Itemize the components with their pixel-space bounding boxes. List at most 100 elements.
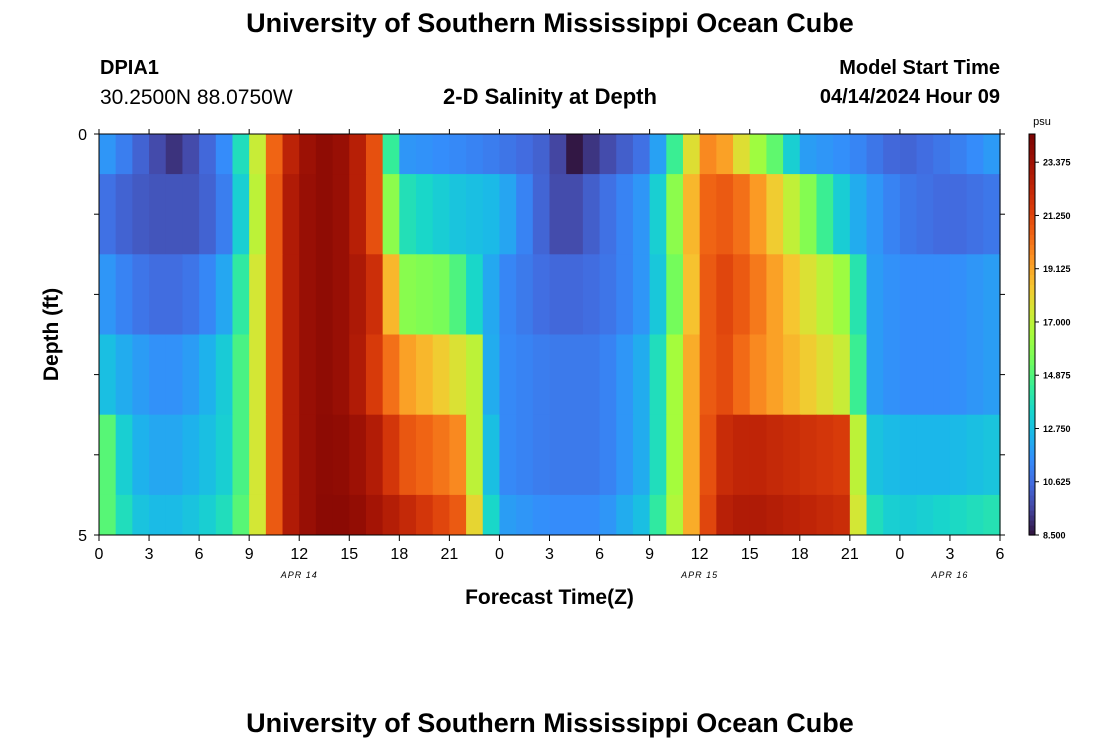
x-tick-label: 15 [340, 546, 358, 563]
heatmap-cell [432, 134, 450, 175]
heatmap-cell [833, 134, 851, 175]
colorbar-tick-label: 12.750 [1043, 424, 1071, 434]
heatmap-cell [566, 134, 584, 175]
heatmap-cell [315, 414, 334, 496]
heatmap-cell [382, 494, 400, 536]
colorbar-segment [1029, 259, 1035, 265]
heatmap-cell [215, 254, 234, 335]
heatmap-cell [916, 254, 934, 335]
heatmap-cell [933, 254, 951, 335]
heatmap-cell [649, 494, 667, 536]
heatmap-cell [516, 254, 534, 335]
heatmap-cell [899, 254, 918, 335]
heatmap-cell [449, 174, 467, 255]
heatmap-cell [666, 494, 684, 536]
heatmap-cell [599, 494, 617, 536]
heatmap-cell [766, 334, 784, 416]
heatmap-cell [215, 414, 234, 496]
heatmap-cell [299, 134, 317, 175]
colorbar-segment [1029, 229, 1035, 235]
heatmap-cell [332, 174, 350, 255]
heatmap-cell [182, 254, 200, 335]
heatmap-cell [516, 134, 534, 175]
heatmap-cell [716, 334, 734, 416]
heatmap-cell [833, 254, 851, 335]
heatmap-cell [566, 254, 584, 335]
x-tick-label: 3 [145, 546, 154, 563]
station-id: DPIA1 [100, 57, 159, 79]
heatmap-cell [265, 254, 284, 335]
x-tick-label: 9 [245, 546, 254, 563]
heatmap-cell [682, 334, 701, 416]
colorbar-segment [1029, 304, 1035, 311]
colorbar-segment [1029, 519, 1035, 526]
heatmap-cell [966, 134, 984, 175]
heatmap-cell [365, 174, 384, 255]
heatmap-cell [849, 414, 868, 496]
heatmap-cell [549, 254, 567, 335]
heatmap-cell [499, 254, 517, 335]
colorbar-segment [1029, 204, 1035, 210]
heatmap-cell [682, 414, 701, 496]
heatmap-cell [265, 334, 284, 416]
heatmap-cell [282, 414, 300, 496]
colorbar-segment [1029, 479, 1035, 486]
heatmap-cell [899, 414, 918, 496]
colorbar-segment [1029, 344, 1035, 351]
heatmap-cell [916, 134, 934, 175]
heatmap-cell [516, 414, 534, 496]
heatmap-cell [149, 494, 167, 536]
heatmap-cell [232, 494, 250, 536]
heatmap-cell [115, 494, 133, 536]
heatmap-cell [699, 254, 717, 335]
heatmap-cell [599, 414, 617, 496]
x-tick-label: 6 [996, 546, 1005, 563]
colorbar-segment [1029, 284, 1035, 290]
heatmap-cell [666, 334, 684, 416]
heatmap-cell [833, 494, 851, 536]
heatmap-cell [382, 334, 400, 416]
heatmap-cell [499, 134, 517, 175]
heatmap-cell [883, 414, 901, 496]
date-label: APR 16 [930, 570, 968, 580]
heatmap-cell [883, 254, 901, 335]
heatmap-cell [365, 134, 384, 175]
colorbar-segment [1029, 279, 1035, 285]
heatmap-cell [599, 134, 617, 175]
colorbar-segment [1029, 374, 1035, 381]
x-tick-label: 9 [645, 546, 654, 563]
colorbar-segment [1029, 219, 1035, 225]
heatmap-cell [149, 334, 167, 416]
heatmap-cell [816, 414, 834, 496]
heatmap-cell [966, 494, 984, 536]
heatmap-cell [232, 414, 250, 496]
heatmap-cell [916, 334, 934, 416]
heatmap-cell [933, 414, 951, 496]
heatmap-cell [182, 494, 200, 536]
heatmap-cell [799, 134, 818, 175]
heatmap-cell [766, 254, 784, 335]
heatmap-cell [749, 254, 768, 335]
heatmap-cell [182, 174, 200, 255]
colorbar-segment [1029, 359, 1035, 366]
colorbar-segment [1029, 309, 1035, 316]
heatmap-cell [115, 254, 133, 335]
y-tick-label: 0 [78, 127, 87, 144]
heatmap-cell [816, 134, 834, 175]
heatmap-cell [666, 174, 684, 255]
heatmap-cell [599, 254, 617, 335]
heatmap-cell [699, 174, 717, 255]
heatmap-cell [933, 174, 951, 255]
colorbar-tick-label: 17.000 [1043, 317, 1071, 327]
chart-subtitle: 2-D Salinity at Depth [443, 84, 657, 109]
heatmap-cell [365, 254, 384, 335]
heatmap-cell [916, 494, 934, 536]
heatmap-cell [232, 334, 250, 416]
heatmap-cell [99, 494, 117, 536]
heatmap-cell [733, 254, 751, 335]
station-coordinates: 30.2500N 88.0750W [100, 86, 293, 109]
heatmap-cell [599, 334, 617, 416]
heatmap-cell [332, 334, 350, 416]
heatmap-cell [749, 174, 768, 255]
